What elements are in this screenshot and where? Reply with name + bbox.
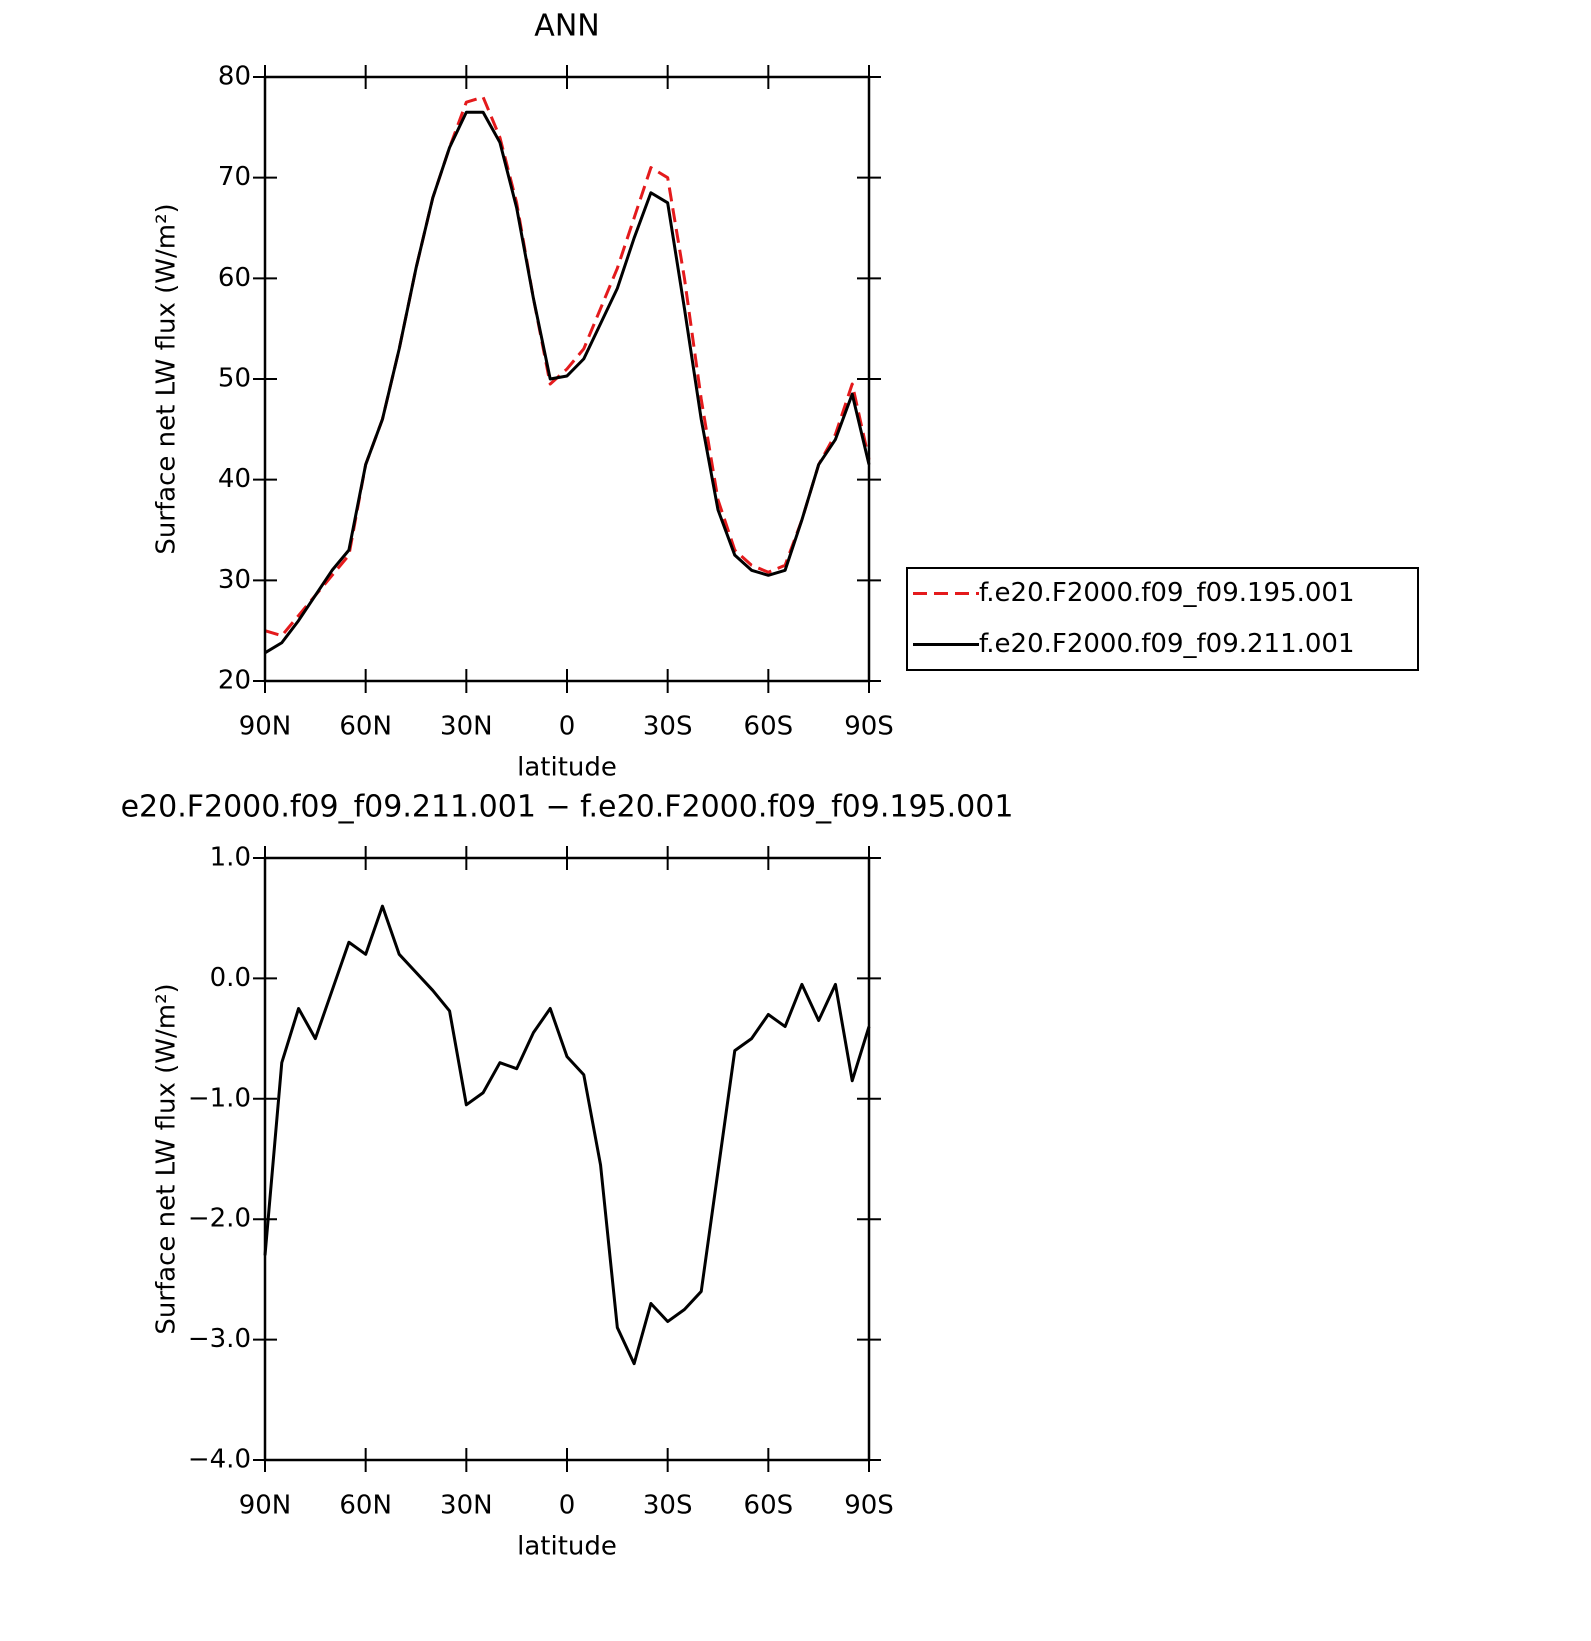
y-tick-label: −2.0: [188, 1204, 251, 1234]
x-tick-label: 60S: [744, 1491, 794, 1521]
x-tick-label: 90N: [239, 712, 292, 742]
y-tick-label: −3.0: [188, 1324, 251, 1354]
legend-box: [906, 567, 1419, 671]
x-axis-label: latitude: [517, 753, 617, 783]
y-tick-label: 80: [218, 62, 251, 92]
y-tick-label: 0.0: [210, 963, 251, 993]
x-tick-label: 0: [559, 1491, 576, 1521]
x-tick-label: 60N: [339, 1491, 392, 1521]
y-tick-label: −4.0: [188, 1445, 251, 1475]
x-tick-label: 30N: [440, 712, 493, 742]
x-tick-label: 30S: [643, 1491, 693, 1521]
y-axis-label: Surface net LW flux (W/m²): [152, 983, 182, 1334]
x-tick-label: 90N: [239, 1491, 292, 1521]
plot-frame: [263, 856, 871, 1462]
y-tick-label: −1.0: [188, 1083, 251, 1113]
y-tick-label: 40: [218, 464, 251, 494]
x-tick-label: 60S: [744, 712, 794, 742]
legend-label: f.e20.F2000.f09_f09.211.001: [979, 629, 1355, 659]
data-line: [263, 904, 871, 1366]
x-tick-label: 30S: [643, 712, 693, 742]
y-axis-label: Surface net LW flux (W/m²): [152, 203, 182, 554]
y-tick-label: 30: [218, 565, 251, 595]
legend-label: f.e20.F2000.f09_f09.195.001: [979, 578, 1355, 608]
x-tick-label: 0: [559, 712, 576, 742]
plot-frame: [263, 75, 871, 683]
x-tick-label: 90S: [844, 712, 894, 742]
y-tick-label: 60: [218, 263, 251, 293]
x-tick-label: 60N: [339, 712, 392, 742]
x-tick-label: 90S: [844, 1491, 894, 1521]
data-line: [264, 110, 871, 655]
y-tick-label: 50: [218, 364, 251, 394]
y-tick-label: 1.0: [210, 843, 251, 873]
chart-title: ANN: [534, 9, 599, 44]
x-tick-label: 30N: [440, 1491, 493, 1521]
chart-title: e20.F2000.f09_f09.211.001 − f.e20.F2000.…: [121, 790, 1014, 825]
y-tick-label: 70: [218, 162, 251, 192]
y-tick-label: 20: [218, 666, 251, 696]
x-axis-label: latitude: [517, 1532, 617, 1562]
